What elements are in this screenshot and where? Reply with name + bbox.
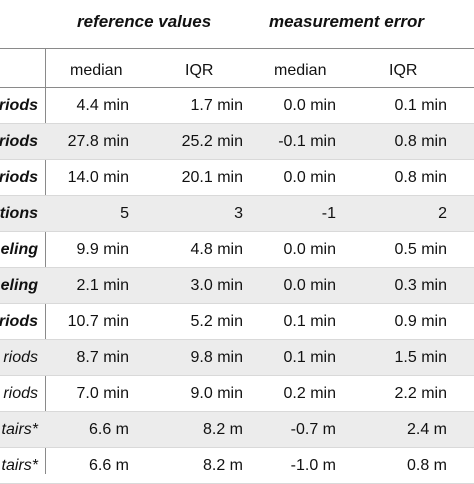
ref-median-cell: 9.9 min: [76, 241, 129, 258]
err-median-cell: -0.7 m: [290, 421, 336, 438]
table-body: riods 4.4 min 1.7 min 0.0 min 0.1 min riods 27…: [0, 88, 474, 484]
row-label: tairs*: [1, 457, 38, 474]
label-column-divider: [45, 48, 46, 474]
ref-iqr-cell: 1.7 min: [190, 97, 243, 114]
ref-iqr-cell: 20.1 min: [181, 169, 243, 186]
ref-iqr-cell: 3: [234, 205, 243, 222]
err-iqr-cell: 2.2 min: [394, 385, 447, 402]
table-row: riods 8.7 min 9.8 min 0.1 min 1.5 min: [0, 340, 474, 376]
table-row: riods 27.8 min 25.2 min -0.1 min 0.8 min: [0, 124, 474, 160]
header-rule: [0, 87, 474, 88]
err-iqr-cell: 2: [438, 205, 447, 222]
err-iqr-cell: 0.8 m: [406, 457, 447, 474]
row-label: tions: [0, 205, 38, 222]
ref-iqr-cell: 3.0 min: [190, 277, 243, 294]
table-row: eling 9.9 min 4.8 min 0.0 min 0.5 min: [0, 232, 474, 268]
ref-median-cell: 10.7 min: [67, 313, 129, 330]
table-row: tairs* 6.6 m 8.2 m -0.7 m 2.4 m: [0, 412, 474, 448]
err-median-cell: 0.1 min: [283, 349, 336, 366]
ref-median-cell: 4.4 min: [76, 97, 129, 114]
row-label: tairs*: [1, 421, 38, 438]
row-label: riods: [3, 349, 38, 366]
ref-median-cell: 14.0 min: [67, 169, 129, 186]
results-table: reference values measurement error media…: [0, 12, 474, 484]
table-row: eling 2.1 min 3.0 min 0.0 min 0.3 min: [0, 268, 474, 304]
err-median-cell: 0.0 min: [283, 241, 336, 258]
column-header-ref-median: median: [70, 62, 123, 79]
row-label: riods: [0, 97, 38, 114]
ref-iqr-cell: 5.2 min: [190, 313, 243, 330]
table-row: tions 5 3 -1 2: [0, 196, 474, 232]
column-header-err-iqr: IQR: [389, 62, 418, 79]
row-label: riods: [3, 385, 38, 402]
ref-median-cell: 2.1 min: [76, 277, 129, 294]
err-iqr-cell: 2.4 m: [406, 421, 447, 438]
table-row: riods 10.7 min 5.2 min 0.1 min 0.9 min: [0, 304, 474, 340]
ref-median-cell: 6.6 m: [88, 457, 129, 474]
err-median-cell: 0.0 min: [283, 97, 336, 114]
err-median-cell: 0.0 min: [283, 277, 336, 294]
ref-iqr-cell: 25.2 min: [181, 133, 243, 150]
top-rule: [0, 48, 474, 49]
err-iqr-cell: 0.9 min: [394, 313, 447, 330]
ref-median-cell: 7.0 min: [76, 385, 129, 402]
table-row: riods 7.0 min 9.0 min 0.2 min 2.2 min: [0, 376, 474, 412]
table-row: riods 4.4 min 1.7 min 0.0 min 0.1 min: [0, 88, 474, 124]
err-median-cell: -0.1 min: [278, 133, 336, 150]
table-row: tairs* 6.6 m 8.2 m -1.0 m 0.8 m: [0, 448, 474, 484]
err-iqr-cell: 0.8 min: [394, 169, 447, 186]
row-label: eling: [0, 277, 38, 294]
measurement-error-header: measurement error: [269, 12, 424, 31]
ref-median-cell: 5: [120, 205, 129, 222]
err-iqr-cell: 0.5 min: [394, 241, 447, 258]
ref-iqr-cell: 9.0 min: [190, 385, 243, 402]
reference-values-header: reference values: [77, 12, 212, 31]
column-header-err-median: median: [274, 62, 327, 79]
err-median-cell: -1.0 m: [290, 457, 336, 474]
row-label: eling: [0, 241, 38, 258]
column-header-ref-iqr: IQR: [185, 62, 214, 79]
err-median-cell: -1: [321, 205, 336, 222]
ref-iqr-cell: 8.2 m: [202, 457, 243, 474]
row-label: riods: [0, 169, 38, 186]
ref-iqr-cell: 4.8 min: [190, 241, 243, 258]
row-label: riods: [0, 133, 38, 150]
table-row: riods 14.0 min 20.1 min 0.0 min 0.8 min: [0, 160, 474, 196]
row-label: riods: [0, 313, 38, 330]
ref-iqr-cell: 9.8 min: [190, 349, 243, 366]
err-iqr-cell: 1.5 min: [394, 349, 447, 366]
err-median-cell: 0.0 min: [283, 169, 336, 186]
err-iqr-cell: 0.8 min: [394, 133, 447, 150]
err-iqr-cell: 0.1 min: [394, 97, 447, 114]
err-median-cell: 0.2 min: [283, 385, 336, 402]
ref-median-cell: 6.6 m: [88, 421, 129, 438]
ref-median-cell: 27.8 min: [67, 133, 129, 150]
err-median-cell: 0.1 min: [283, 313, 336, 330]
ref-iqr-cell: 8.2 m: [202, 421, 243, 438]
err-iqr-cell: 0.3 min: [394, 277, 447, 294]
ref-median-cell: 8.7 min: [76, 349, 129, 366]
